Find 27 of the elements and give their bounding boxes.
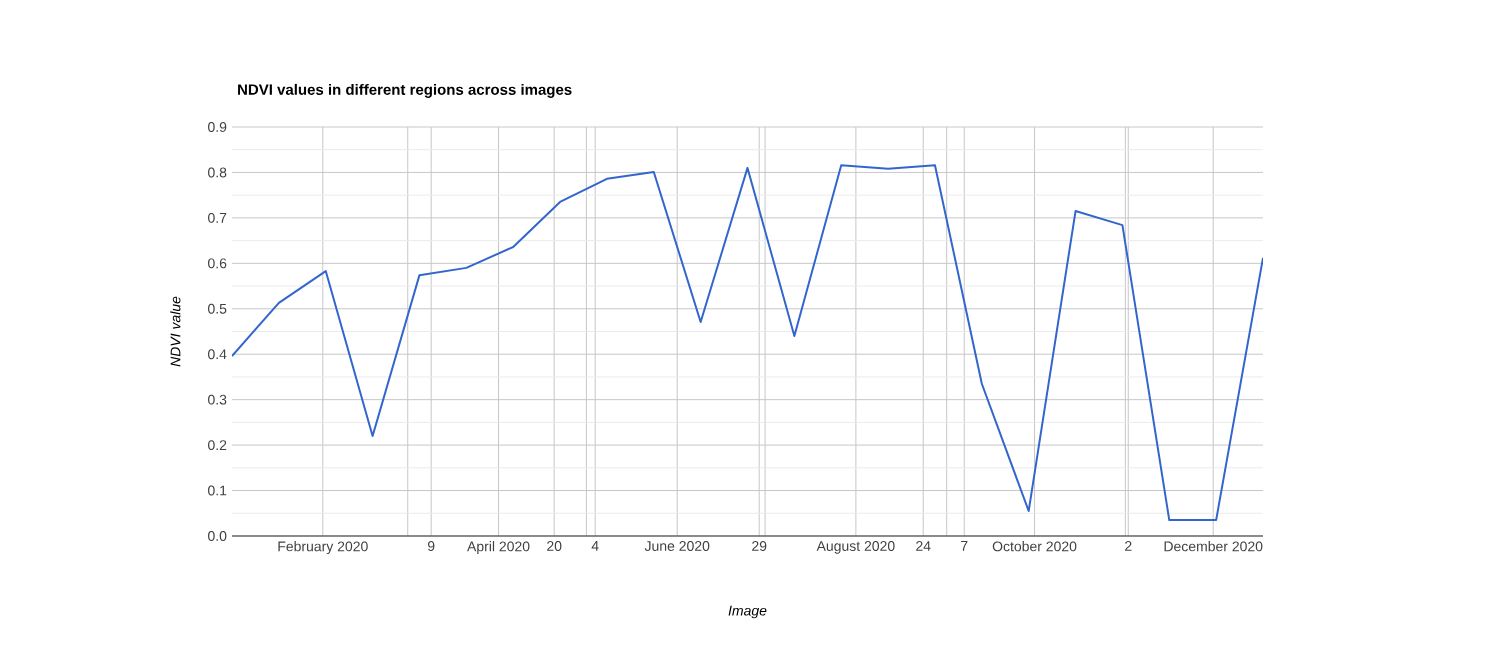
x-tick-label: 4 bbox=[591, 541, 599, 551]
y-tick-label: 0.8 bbox=[208, 167, 227, 178]
x-tick-label: 7 bbox=[961, 541, 968, 551]
y-tick-label: 0.2 bbox=[208, 440, 227, 451]
y-tick-label: 0.3 bbox=[208, 394, 227, 405]
y-axis-title: NDVI value bbox=[170, 296, 181, 367]
y-tick-label: 0.0 bbox=[208, 531, 227, 541]
x-tick-label: October 2020 bbox=[992, 541, 1077, 552]
x-tick-label: 29 bbox=[752, 541, 767, 551]
x-axis-title: Image bbox=[728, 605, 767, 619]
y-tick-label: 0.7 bbox=[208, 212, 227, 223]
y-tick-label: 0.9 bbox=[208, 122, 227, 132]
y-tick-label: 0.4 bbox=[208, 349, 227, 360]
y-tick-label: 0.1 bbox=[208, 485, 227, 496]
x-tick-label: December 2020 bbox=[1164, 541, 1263, 552]
x-tick-label: April 2020 bbox=[467, 541, 530, 555]
x-tick-label: February 2020 bbox=[278, 541, 368, 555]
x-tick-label: 9 bbox=[427, 541, 435, 551]
x-tick-label: 20 bbox=[547, 541, 562, 551]
x-tick-label: 24 bbox=[916, 541, 931, 551]
chart-title: NDVI values in different regions across images bbox=[238, 83, 572, 98]
line-series bbox=[232, 164, 1263, 522]
x-tick-label: 2 bbox=[1125, 541, 1132, 551]
y-tick-label: 0.6 bbox=[208, 258, 227, 269]
y-tick-label: 0.5 bbox=[208, 303, 227, 314]
x-tick-label: August 2020 bbox=[816, 541, 895, 554]
x-tick-label: June 2020 bbox=[644, 541, 710, 551]
